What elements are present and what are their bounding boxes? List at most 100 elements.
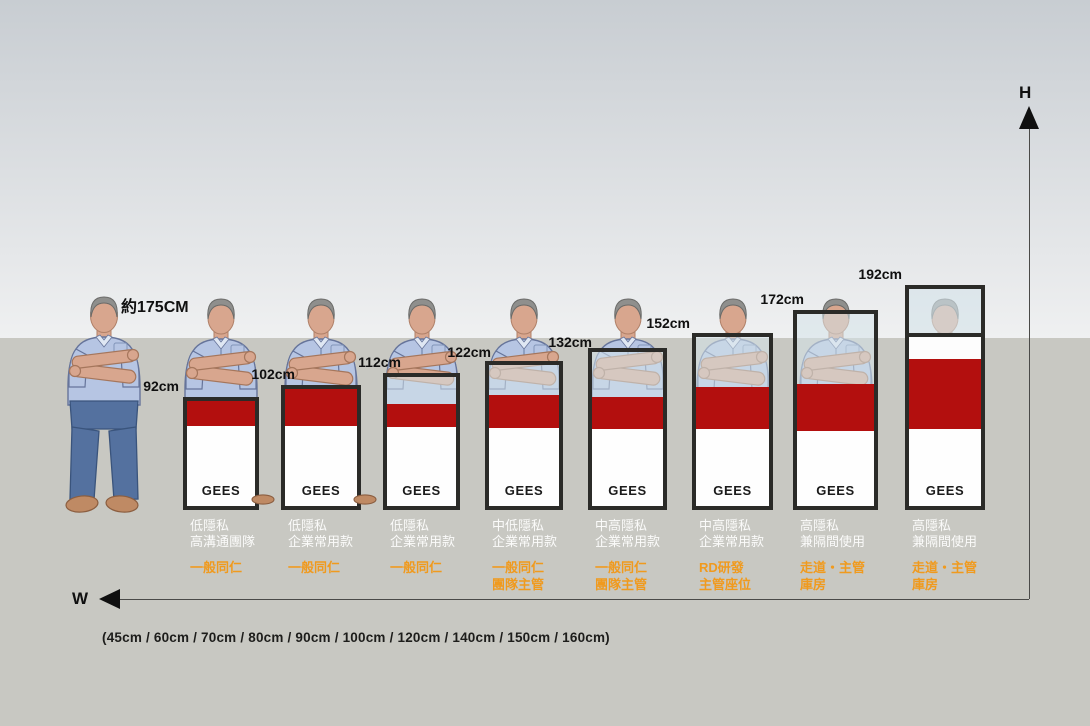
panel-height-label: 192cm	[858, 266, 902, 282]
user-type-label-line: 庫房	[912, 577, 939, 592]
panel-height-label: 102cm	[251, 366, 295, 382]
brand-label: GEES	[301, 483, 341, 498]
privacy-label-line: 中高隱私	[699, 518, 752, 533]
partition-panel-8: GEES	[905, 285, 985, 510]
panel-segment-white: GEES	[696, 429, 769, 506]
user-type-label-line: 一般同仁	[390, 560, 443, 575]
panel-segment-white: GEES	[592, 429, 663, 506]
panel-segment-red	[696, 387, 769, 429]
width-options-label: (45cm / 60cm / 70cm / 80cm / 90cm / 100c…	[102, 630, 610, 645]
panel-segment-white: GEES	[797, 431, 874, 506]
panel-segment-white: GEES	[489, 428, 559, 506]
partition-panel-7: GEES	[793, 310, 878, 510]
privacy-label-line: 高隱私	[912, 518, 952, 533]
panel-height-label: 172cm	[760, 291, 804, 307]
panel-caption: 高隱私 兼隔間使用走道・主管庫房	[912, 518, 1032, 593]
panel-segment-red	[285, 389, 357, 426]
privacy-label-line: 企業常用款	[288, 534, 354, 549]
caption-spacer	[492, 550, 612, 559]
partition-panel-4: GEES	[485, 361, 563, 510]
width-axis-arrow-icon	[99, 589, 120, 609]
user-type-label-line: 走道・主管	[800, 560, 866, 575]
panel-height-label: 122cm	[447, 344, 491, 360]
brand-label: GEES	[925, 483, 965, 498]
height-axis-label: H	[1019, 83, 1032, 102]
partition-panel-5: GEES	[588, 348, 667, 510]
user-type-label-line: 主管座位	[699, 577, 752, 592]
user-type-label-line: RD研發	[699, 560, 744, 575]
panel-segment-white: GEES	[187, 426, 255, 506]
height-axis-line	[1029, 126, 1030, 599]
panel-segment-red	[797, 384, 874, 431]
panel-segment-glass	[797, 314, 874, 384]
panel-segment-white: GEES	[387, 427, 456, 506]
user-type-label-line: 一般同仁	[288, 560, 341, 575]
background-sky	[0, 0, 1090, 338]
privacy-label-line: 企業常用款	[390, 534, 456, 549]
privacy-label-line: 低隱私	[390, 518, 430, 533]
panel-height-label: 132cm	[548, 334, 592, 350]
brand-label: GEES	[816, 483, 855, 498]
user-type-label-line: 團隊主管	[492, 577, 545, 592]
height-axis-arrow-icon	[1019, 106, 1039, 129]
panel-segment-red	[187, 401, 255, 426]
brand-label: GEES	[402, 483, 441, 498]
panel-segment-glass	[696, 337, 769, 387]
privacy-label-line: 企業常用款	[595, 534, 661, 549]
panel-height-label: 152cm	[646, 315, 690, 331]
user-type-label-line: 團隊主管	[595, 577, 648, 592]
panel-caption: 低隱私 高溝通團隊一般同仁	[190, 518, 310, 576]
caption-spacer	[912, 550, 1032, 559]
user-type-label-line: 一般同仁	[492, 560, 545, 575]
panel-height-label: 112cm	[358, 354, 401, 370]
privacy-label-line: 低隱私	[190, 518, 230, 533]
panel-segment-gap	[909, 337, 981, 359]
privacy-label-line: 兼隔間使用	[912, 534, 978, 549]
panel-segment-glass	[592, 352, 663, 397]
panel-height-label: 92cm	[143, 378, 179, 394]
brand-label: GEES	[504, 483, 544, 498]
privacy-label-line: 中高隱私	[595, 518, 648, 533]
panel-segment-glass	[387, 377, 456, 404]
panel-segment-glass	[489, 365, 559, 395]
user-type-label-line: 走道・主管	[912, 560, 978, 575]
privacy-label-line: 高隱私	[800, 518, 840, 533]
panel-segment-white: GEES	[285, 426, 357, 506]
caption-spacer	[595, 550, 715, 559]
panel-caption: 中低隱私 企業常用款一般同仁團隊主管	[492, 518, 612, 593]
brand-label: GEES	[201, 483, 241, 498]
panel-caption: 低隱私 企業常用款一般同仁	[288, 518, 408, 576]
standing-person-figure	[54, 295, 154, 517]
partition-panel-1: GEES	[183, 397, 259, 510]
width-axis-label: W	[72, 589, 89, 608]
partition-panel-3: GEES	[383, 373, 460, 510]
privacy-label-line: 低隱私	[288, 518, 328, 533]
user-type-label-line: 一般同仁	[595, 560, 648, 575]
panel-caption: 低隱私 企業常用款一般同仁	[390, 518, 510, 576]
privacy-label-line: 中低隱私	[492, 518, 545, 533]
shoe-tip-icon	[353, 494, 377, 505]
partition-panel-2: GEES	[281, 385, 361, 510]
caption-spacer	[800, 550, 920, 559]
person-height-label: 約175CM	[121, 299, 189, 316]
panel-segment-red	[909, 359, 981, 429]
partition-panel-6: GEES	[692, 333, 773, 510]
panel-caption: 高隱私 兼隔間使用走道・主管庫房	[800, 518, 920, 593]
panel-segment-red	[592, 397, 663, 429]
panel-segment-red	[387, 404, 456, 427]
user-type-label-line: 庫房	[800, 577, 827, 592]
panel-segment-fglass	[909, 289, 981, 337]
brand-label: GEES	[713, 483, 752, 498]
width-axis-line	[116, 599, 1029, 600]
panel-caption: 中高隱私 企業常用款一般同仁團隊主管	[595, 518, 715, 593]
privacy-label-line: 高溝通團隊	[190, 534, 256, 549]
privacy-label-line: 企業常用款	[492, 534, 558, 549]
privacy-label-line: 兼隔間使用	[800, 534, 866, 549]
shoe-tip-icon	[251, 494, 275, 505]
privacy-label-line: 企業常用款	[699, 534, 765, 549]
panel-segment-red	[489, 395, 559, 428]
panel-segment-white: GEES	[909, 429, 981, 506]
brand-label: GEES	[608, 483, 647, 498]
user-type-label-line: 一般同仁	[190, 560, 243, 575]
